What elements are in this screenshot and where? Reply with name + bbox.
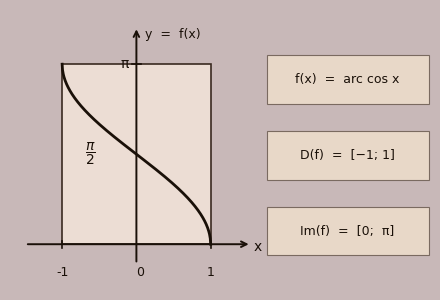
Bar xyxy=(62,64,211,244)
Text: x: x xyxy=(254,240,262,254)
FancyBboxPatch shape xyxy=(267,56,429,104)
Text: f(x)  =  arc cos x: f(x) = arc cos x xyxy=(295,73,400,86)
FancyBboxPatch shape xyxy=(267,131,429,180)
Text: 1: 1 xyxy=(207,266,215,279)
Text: -1: -1 xyxy=(56,266,68,279)
Text: 0: 0 xyxy=(136,266,144,279)
Text: Im(f)  =  [0;  π]: Im(f) = [0; π] xyxy=(301,224,395,238)
Text: y  =  f(x): y = f(x) xyxy=(145,28,201,40)
Text: π: π xyxy=(121,57,129,71)
Text: D(f)  =  [−1; 1]: D(f) = [−1; 1] xyxy=(300,149,395,162)
FancyBboxPatch shape xyxy=(267,207,429,255)
Text: $\dfrac{\pi}{2}$: $\dfrac{\pi}{2}$ xyxy=(85,141,96,167)
